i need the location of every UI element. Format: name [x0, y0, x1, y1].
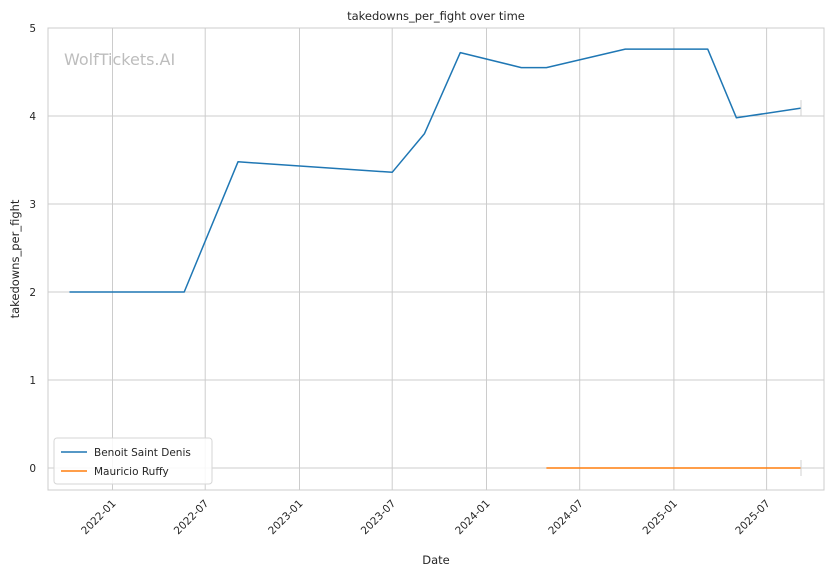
- series-lines: [69, 48, 802, 476]
- legend-label-mauricio-ruffy: Mauricio Ruffy: [94, 466, 169, 478]
- series-line-benoit-saint-denis: [69, 48, 802, 293]
- legend: Benoit Saint Denis Mauricio Ruffy: [53, 437, 213, 485]
- x-tick-label: 2025-07: [733, 498, 773, 538]
- x-tick-label: 2023-07: [359, 498, 399, 538]
- plot-frame: [47, 27, 825, 491]
- y-tick-label: 3: [29, 199, 36, 211]
- x-tick-label: 2022-07: [172, 498, 212, 538]
- grid-lines: [48, 27, 824, 490]
- x-axis-label: Date: [422, 553, 450, 567]
- watermark: WolfTickets.AI: [64, 50, 175, 69]
- y-tick-label: 5: [29, 23, 36, 35]
- legend-box: [53, 437, 213, 485]
- x-tick-label: 2024-01: [453, 498, 493, 538]
- x-tick-label: 2023-01: [266, 498, 306, 538]
- y-axis-label: takedowns_per_fight: [8, 199, 22, 318]
- x-tick-label: 2022-01: [79, 498, 119, 538]
- y-tick-label: 0: [29, 463, 36, 475]
- legend-label-benoit-saint-denis: Benoit Saint Denis: [94, 447, 191, 459]
- y-tick-label: 4: [29, 111, 36, 123]
- chart-title: takedowns_per_fight over time: [347, 9, 525, 23]
- y-tick-label: 2: [29, 287, 36, 299]
- y-tick-label: 1: [29, 375, 36, 387]
- x-tick-label: 2024-07: [546, 498, 586, 538]
- x-tick-label: 2025-01: [641, 498, 681, 538]
